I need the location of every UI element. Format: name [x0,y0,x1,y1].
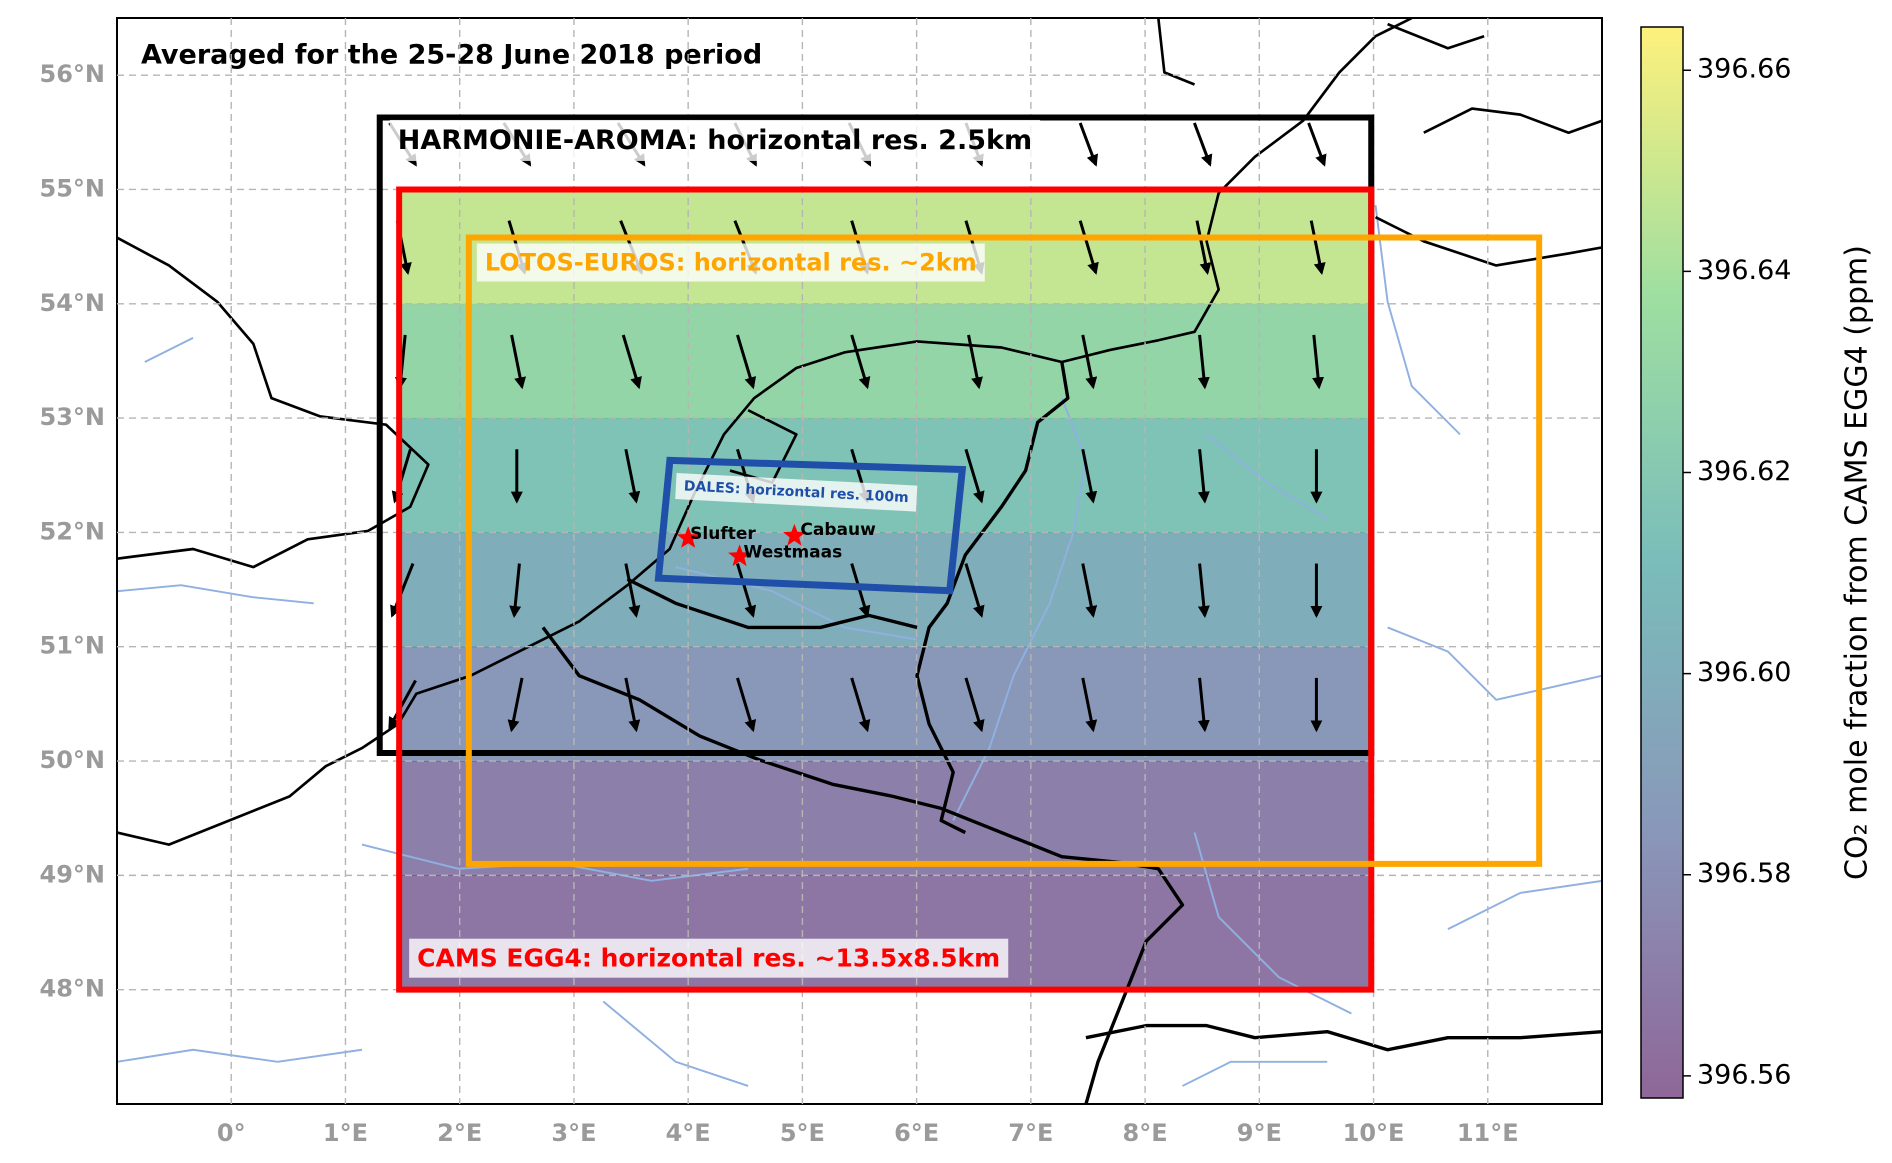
wind-arrow [624,677,641,733]
x-tick-label: 3°E [551,1119,596,1147]
colorbar-tick-label: 396.64 [1697,255,1791,286]
wind-arrow [1309,220,1326,275]
wind-arrow [1078,220,1099,275]
x-tick-label: 10°E [1343,1119,1405,1147]
domain-label-bg [389,119,1041,161]
wind-arrow [850,677,871,733]
wind-arrow [1081,334,1098,390]
domain-label: HARMONIE-AROMA: horizontal res. 2.5km [398,125,1032,156]
site-label: Westmaas [744,542,843,562]
site-marker [728,544,751,567]
x-tick-label: 1°E [323,1119,368,1147]
coastline [117,18,1602,846]
wind-arrow [388,679,417,730]
domain-box [654,456,967,595]
wind-arrow [390,563,415,618]
y-tick-label: 54°N [40,289,105,317]
colorbar-tick-label: 396.66 [1697,54,1791,85]
y-tick-label: 56°N [40,60,105,88]
field-cell [399,418,1372,534]
field-cell [399,646,1372,762]
y-tick-label: 48°N [40,975,105,1003]
wind-arrow [1081,563,1098,618]
colorbar-tick-label: 396.62 [1697,456,1791,487]
y-tick-label: 49°N [40,860,105,888]
domain-label-bg [409,938,1009,978]
x-tick-label: 8°E [1123,1119,1168,1147]
wind-arrow [510,334,527,390]
wind-arrow [624,563,641,618]
wind-arrow [964,677,985,733]
wind-arrow [621,334,642,390]
site-label: Cabauw [800,520,876,540]
wind-arrow [964,448,985,504]
wind-arrow [1197,334,1210,390]
y-tick-label: 52°N [40,517,105,545]
y-tick-label: 50°N [40,746,105,774]
field-layer [399,189,1372,991]
country-border [541,361,1602,1104]
wind-arrow [1197,677,1210,733]
x-tick-label: 4°E [666,1119,711,1147]
x-tick-label: 7°E [1008,1119,1053,1147]
wind-arrow [1192,122,1213,167]
colorbar-tick-label: 396.58 [1697,858,1791,889]
wind-arrow [850,334,871,390]
field-cell [399,761,1372,876]
x-tick-label: 9°E [1237,1119,1282,1147]
wind-arrow [1307,122,1327,167]
wind-arrow [736,677,757,733]
map-title: Averaged for the 25-28 June 2018 period [141,40,762,71]
x-tick-label: 6°E [894,1119,939,1147]
site-marker [676,526,700,548]
wind-arrow [736,563,757,618]
wind-arrow [1312,334,1325,390]
wind-arrow [507,677,524,733]
wind-arrow [509,563,522,618]
domain-label-bg [675,473,918,512]
colorbar-tick-label: 396.56 [1697,1059,1791,1090]
x-tick-label: 11°E [1457,1119,1519,1147]
wind-arrow [1197,449,1210,504]
x-tick-label: 5°E [780,1119,825,1147]
colorbar [1640,26,1684,1099]
site-label: Slufter [690,524,756,544]
wind-arrow [624,448,641,504]
wind-arrow [1081,448,1098,504]
wind-arrow [964,563,985,618]
wind-arrow [1197,563,1210,618]
field-cell [399,303,1372,419]
wind-arrow [1081,677,1098,733]
wind-arrow [1078,122,1099,167]
wind-arrow [967,334,983,390]
x-tick-label: 2°E [437,1119,482,1147]
domain-box [396,186,1375,993]
y-tick-label: 53°N [40,403,105,431]
domain-box [465,234,1543,867]
x-tick-label: 0° [217,1119,246,1147]
domain-label: LOTOS-EUROS: horizontal res. ~2km [485,248,977,276]
domain-label-group: HARMONIE-AROMA: horizontal res. 2.5km [389,119,1041,161]
domain-label-bg [476,243,985,282]
domain-label-group: CAMS EGG4: horizontal res. ~13.5x8.5km [409,938,1009,978]
colorbar-tick-label: 396.60 [1697,657,1791,688]
colorbar-label: CO₂ mole fraction from CAMS EGG4 (ppm) [1840,245,1875,880]
domain-label: CAMS EGG4: horizontal res. ~13.5x8.5km [417,944,1000,973]
wind-arrow [736,334,757,390]
axes-frame [116,17,1603,1105]
y-tick-label: 51°N [40,632,105,660]
domain-label-group: LOTOS-EUROS: horizontal res. ~2km [476,243,985,282]
wind-arrow [1195,220,1212,275]
y-tick-label: 55°N [40,174,105,202]
site-marker [783,523,806,546]
